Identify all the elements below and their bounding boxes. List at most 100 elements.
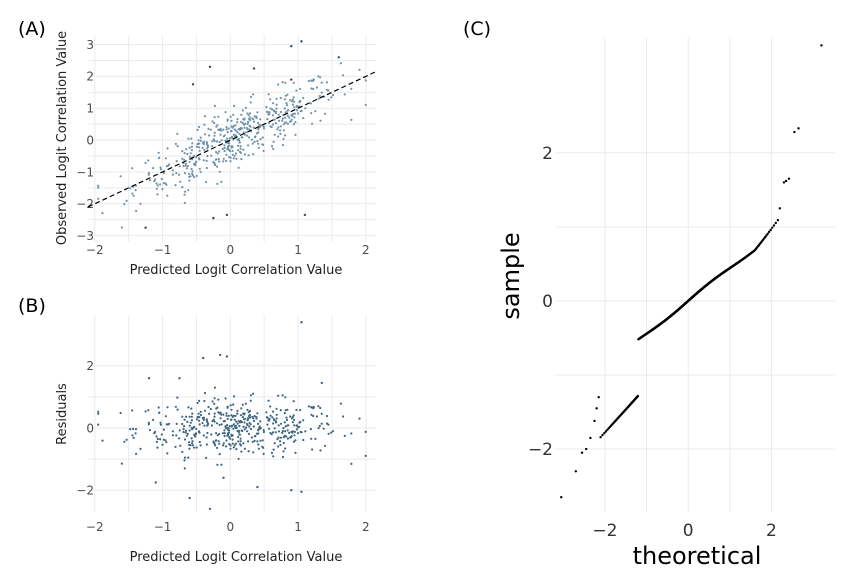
panel-a-point xyxy=(259,137,262,141)
panel-a-point xyxy=(213,116,216,119)
panel-b-point xyxy=(182,430,185,434)
panel-b-point xyxy=(129,428,132,431)
panel-b-point xyxy=(243,421,246,424)
panel-a-point xyxy=(179,180,182,183)
panel-b-point xyxy=(273,442,276,445)
b-x-tick-label: −2 xyxy=(86,520,104,534)
panel-a-point xyxy=(187,137,190,140)
panel-a-point xyxy=(120,226,123,229)
panel-b-point xyxy=(229,437,232,440)
panel-a-point xyxy=(226,137,229,140)
panel-a-point xyxy=(257,131,260,134)
panel-a-point xyxy=(131,192,134,195)
panel-a-point xyxy=(283,107,286,110)
panel-a-point xyxy=(231,145,234,148)
panel-a-point xyxy=(185,148,188,151)
panel-c-point xyxy=(603,432,606,435)
panel-a-point xyxy=(269,125,272,128)
panel-b-point xyxy=(231,415,234,418)
panel-c-grid xyxy=(555,38,836,512)
panel-a-point xyxy=(190,137,193,140)
panel-b-point xyxy=(228,443,231,446)
panel-c-tail-point xyxy=(585,447,588,451)
panel-b-point xyxy=(159,423,162,426)
panel-b-point xyxy=(223,429,226,432)
panel-a-point xyxy=(230,119,233,122)
panel-a-point xyxy=(211,120,214,123)
panel-b-point xyxy=(188,447,191,450)
panel-b-point xyxy=(249,394,253,397)
panel-b-point xyxy=(213,397,216,400)
panel-a-point xyxy=(294,133,297,136)
panel-a-point xyxy=(246,122,249,126)
panel-a-point xyxy=(229,130,233,133)
panel-b: (B) −2 −1 0 1 2 −2 0 2 Predicted Logit Correlat… xyxy=(18,295,376,565)
panel-b-outlier-point xyxy=(178,377,181,380)
panel-a-point xyxy=(311,122,314,125)
panel-b-point xyxy=(229,447,232,450)
panel-b-point xyxy=(190,437,193,440)
panel-b-point xyxy=(188,441,191,444)
panel-a-point xyxy=(162,182,165,185)
panel-b-label: (B) xyxy=(18,295,46,317)
panel-c-ticks: −2 0 2 −2 0 2 xyxy=(528,144,777,541)
panel-a-outlier-point xyxy=(225,213,229,217)
panel-a-point xyxy=(249,101,252,104)
panel-b-point xyxy=(302,419,305,422)
panel-b-point xyxy=(232,427,235,430)
panel-b-point xyxy=(272,448,275,451)
panel-a-point xyxy=(248,124,251,127)
panel-b-point xyxy=(230,425,233,428)
panel-a-point xyxy=(277,83,280,86)
panel-c-y-axis-label: sample xyxy=(497,232,525,319)
panel-a-point xyxy=(267,113,270,116)
panel-b-x-axis-label: Predicted Logit Correlation Value xyxy=(130,550,343,565)
panel-c-point xyxy=(599,436,602,439)
panel-b-point xyxy=(154,430,157,433)
panel-a-point xyxy=(227,144,230,147)
panel-a-point xyxy=(285,102,288,105)
panel-a-point xyxy=(207,127,210,130)
panel-a-point xyxy=(144,161,147,165)
panel-a-point xyxy=(274,122,277,125)
panel-a-point xyxy=(203,133,207,136)
panel-b-point xyxy=(218,423,221,426)
a-y-tick-label: −2 xyxy=(76,197,94,211)
panel-b-point xyxy=(199,410,202,413)
panel-b-point xyxy=(259,439,262,442)
panel-a-point xyxy=(225,128,228,131)
panel-b-point xyxy=(276,438,279,441)
panel-b-outlier-point xyxy=(147,377,151,380)
panel-b-point xyxy=(185,434,188,437)
panel-b-point xyxy=(183,418,186,421)
panel-a-point xyxy=(284,116,287,119)
panel-a-point xyxy=(277,135,280,138)
panel-a-point xyxy=(251,117,254,120)
panel-b-point xyxy=(216,446,219,449)
panel-a-point xyxy=(310,87,313,90)
panel-a-point xyxy=(233,154,236,157)
panel-b-point xyxy=(246,408,249,411)
panel-b-point xyxy=(181,422,184,426)
panel-b-point xyxy=(203,409,207,412)
panel-b-point xyxy=(212,418,215,421)
panel-a-point xyxy=(205,159,208,162)
panel-b-outlier-point xyxy=(208,507,212,511)
panel-a-point xyxy=(188,160,191,163)
panel-a-point xyxy=(212,138,215,141)
panel-a-point xyxy=(268,111,271,114)
panel-a-point xyxy=(202,140,205,143)
panel-b-point xyxy=(171,434,174,437)
panel-c-tail-point xyxy=(820,44,823,47)
panel-a-point xyxy=(237,149,240,152)
panel-a-label: (A) xyxy=(18,18,46,40)
panel-a-point xyxy=(261,143,264,146)
panel-b-point xyxy=(194,435,197,438)
panel-a-point xyxy=(223,146,226,149)
panel-a-point xyxy=(277,126,280,129)
panel-a-point xyxy=(325,81,329,84)
panel-a-point xyxy=(244,122,247,125)
panel-a-point xyxy=(279,129,282,132)
panel-a-point xyxy=(225,125,228,129)
panel-a-point xyxy=(162,171,165,174)
